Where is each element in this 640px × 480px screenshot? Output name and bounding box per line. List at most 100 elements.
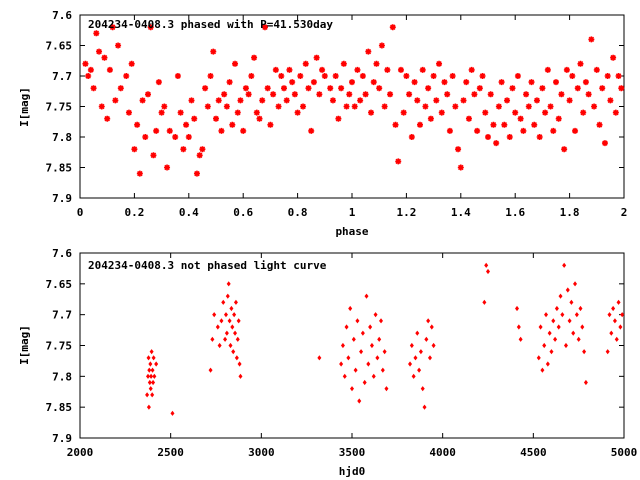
- phased-data-point: [215, 97, 222, 104]
- phased-data-point: [142, 134, 149, 140]
- unphased-x-tick-label: 5000: [611, 446, 638, 459]
- phased-data-point: [172, 134, 179, 140]
- unphased-data-point: [219, 318, 224, 324]
- phased-data-point: [199, 146, 206, 153]
- phased-data-point: [411, 79, 418, 86]
- phased-data-point: [572, 127, 579, 134]
- phased-x-tick-label: 0.2: [124, 206, 144, 219]
- unphased-x-tick-label: 3500: [339, 446, 366, 459]
- unphased-data-point: [224, 330, 229, 336]
- unphased-data-point: [538, 324, 543, 330]
- phased-x-tick-label: 0: [77, 206, 84, 219]
- phased-data-point: [582, 79, 589, 86]
- phased-data-point: [145, 91, 151, 98]
- phased-data-point: [531, 121, 538, 128]
- unphased-data-point: [208, 367, 213, 373]
- phased-data-point: [332, 73, 339, 79]
- unphased-data-point: [231, 349, 236, 355]
- phased-data-point: [234, 109, 241, 116]
- phased-data-point: [87, 66, 94, 73]
- phased-data-point: [436, 60, 443, 67]
- phased-data-point: [604, 73, 611, 79]
- unphased-data-point: [565, 287, 570, 293]
- phased-data-point: [474, 127, 481, 134]
- unphased-data-point: [415, 330, 420, 336]
- unphased-data-point: [149, 349, 154, 355]
- phased-x-tick-label: 0.4: [179, 206, 199, 219]
- unphased-data-point: [151, 355, 156, 361]
- phased-y-tick-label: 7.65: [46, 40, 73, 53]
- unphased-data-point: [560, 312, 565, 318]
- phased-data-point: [109, 24, 116, 31]
- unphased-data-point: [225, 293, 230, 299]
- unphased-data-point: [607, 312, 612, 318]
- phased-x-tick-label: 0.8: [288, 206, 308, 219]
- phased-data-point: [289, 79, 296, 86]
- phased-data-point: [139, 97, 146, 104]
- phased-data-point: [104, 115, 111, 122]
- unphased-data-point: [571, 330, 576, 336]
- phased-data-point: [455, 146, 462, 153]
- phased-data-point: [528, 79, 535, 86]
- unphased-x-tick-label: 3000: [248, 446, 275, 459]
- unphased-data-point: [556, 324, 561, 330]
- phased-data-point: [343, 103, 350, 110]
- phased-data-point: [441, 79, 448, 86]
- unphased-data-point: [154, 361, 159, 367]
- unphased-data-point: [605, 349, 610, 355]
- unphased-data-point: [210, 336, 215, 342]
- unphased-data-point: [518, 336, 523, 342]
- phased-data-point: [150, 152, 157, 159]
- phased-data-point: [193, 170, 200, 177]
- phased-data-point: [542, 109, 549, 116]
- phased-data-point: [373, 60, 380, 67]
- unphased-y-tick-label: 7.6: [52, 247, 72, 260]
- unphased-data-point: [215, 324, 220, 330]
- phased-data-point: [514, 73, 521, 79]
- phased-data-point: [536, 134, 543, 140]
- unphased-data-point: [151, 379, 156, 386]
- phased-data-point: [210, 48, 217, 55]
- unphased-data-point: [232, 312, 237, 318]
- unphased-data-point: [369, 342, 374, 349]
- unphased-data-point: [379, 318, 384, 324]
- phased-data-point: [359, 73, 366, 79]
- unphased-data-point: [547, 330, 552, 336]
- phased-data-point: [251, 54, 258, 61]
- unphased-data-point: [373, 312, 378, 318]
- unphased-data-point: [515, 305, 520, 312]
- unphased-data-point: [569, 299, 574, 305]
- phased-data-point: [164, 164, 171, 171]
- phased-data-point: [417, 121, 423, 128]
- phased-data-point: [384, 66, 391, 73]
- unphased-x-tick-label: 2500: [157, 446, 184, 459]
- unphased-data-point: [380, 367, 385, 373]
- unphased-y-tick-labels: 7.6 7.65 7.7 7.75 7.8 7.85 7.9: [46, 247, 73, 445]
- phased-data-point: [275, 103, 282, 110]
- unphased-data-point: [150, 392, 155, 398]
- unphased-data-point: [145, 392, 150, 398]
- phased-data-point: [376, 85, 383, 92]
- phased-data-point: [329, 97, 336, 104]
- unphased-data-point: [409, 342, 414, 349]
- phased-data-point: [207, 73, 214, 79]
- phased-data-point: [354, 66, 361, 73]
- phased-data-point: [555, 115, 562, 122]
- phased-data-point: [351, 103, 358, 110]
- phased-data-point: [425, 85, 432, 92]
- phased-data-point: [174, 73, 181, 79]
- phased-chart-title: 204234-0408.3 phased with P=41.530day: [88, 18, 333, 31]
- phased-data-point: [327, 85, 334, 92]
- phased-data-point: [561, 146, 568, 153]
- phased-x-tick-label: 1: [349, 206, 356, 219]
- unphased-y-tick-label: 7.85: [46, 401, 73, 414]
- phased-data-point: [96, 48, 103, 55]
- phased-data-point: [281, 85, 287, 92]
- phased-data-point: [106, 66, 113, 73]
- unphased-data-point: [228, 342, 233, 349]
- unphased-data-point: [377, 336, 382, 342]
- unphased-data-point: [382, 349, 387, 355]
- phased-data-point: [460, 97, 467, 104]
- unphased-data-point: [223, 312, 228, 318]
- unphased-data-point: [353, 367, 358, 373]
